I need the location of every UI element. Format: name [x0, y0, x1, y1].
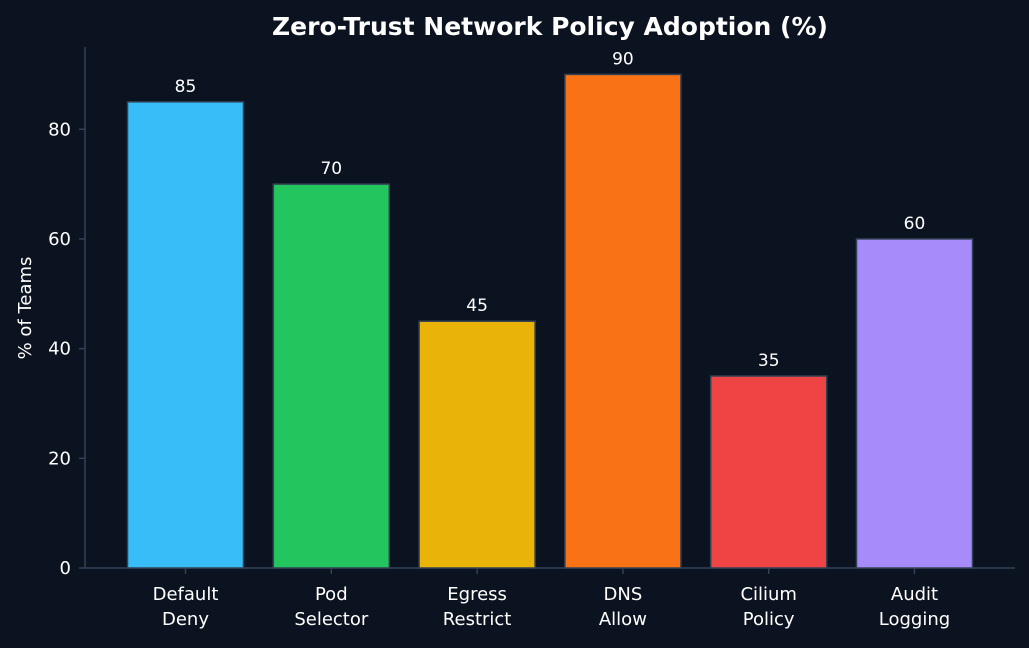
ticks-group: 0 20 40 60 80 Default Deny Pod Selector Egress Res… — [48, 119, 950, 630]
bar-value-label: 85 — [175, 77, 197, 97]
bar-value-label: 35 — [758, 351, 780, 371]
bar-value-label: 70 — [320, 159, 342, 179]
chart-title: Zero-Trust Network Policy Adoption (%) — [272, 12, 828, 41]
x-tick-label: Egress Restrict — [443, 584, 512, 630]
bar — [855, 238, 974, 569]
y-tick-label: 80 — [48, 119, 71, 140]
x-tick-label: Cilium Policy — [740, 584, 797, 630]
x-tick-label: Audit Logging — [879, 584, 950, 630]
bar — [126, 101, 245, 569]
y-tick-label: 40 — [48, 339, 71, 360]
bar-value-label: 90 — [612, 49, 634, 69]
bar — [272, 183, 391, 569]
y-tick-label: 60 — [48, 229, 71, 250]
bar-value-label: 45 — [466, 296, 488, 316]
x-tick-label: Default Deny — [153, 584, 219, 630]
bars-group: 85 70 45 90 35 60 — [126, 49, 974, 569]
bar — [418, 320, 536, 569]
bar — [709, 375, 828, 569]
y-axis-label: % of Teams — [15, 257, 36, 360]
bar-value-label: 60 — [904, 214, 926, 234]
y-tick-label: 0 — [60, 558, 71, 579]
x-tick-label: Pod Selector — [294, 584, 369, 630]
x-tick-label: DNS Allow — [599, 584, 647, 630]
bar — [564, 73, 682, 569]
y-tick-label: 20 — [48, 448, 71, 469]
